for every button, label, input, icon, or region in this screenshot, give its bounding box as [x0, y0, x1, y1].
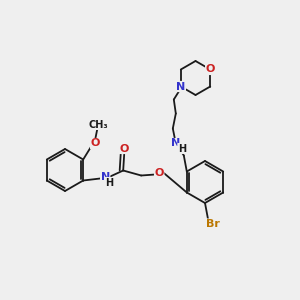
Text: O: O	[154, 167, 164, 178]
Text: O: O	[206, 64, 215, 74]
Text: N: N	[176, 82, 185, 92]
Text: N: N	[171, 139, 180, 148]
Text: H: H	[105, 178, 113, 188]
Text: N: N	[100, 172, 110, 182]
Text: O: O	[91, 139, 100, 148]
Text: O: O	[119, 143, 129, 154]
Text: N: N	[176, 82, 185, 92]
Text: H: H	[178, 143, 186, 154]
Text: Br: Br	[206, 219, 220, 229]
Text: CH₃: CH₃	[88, 119, 108, 130]
